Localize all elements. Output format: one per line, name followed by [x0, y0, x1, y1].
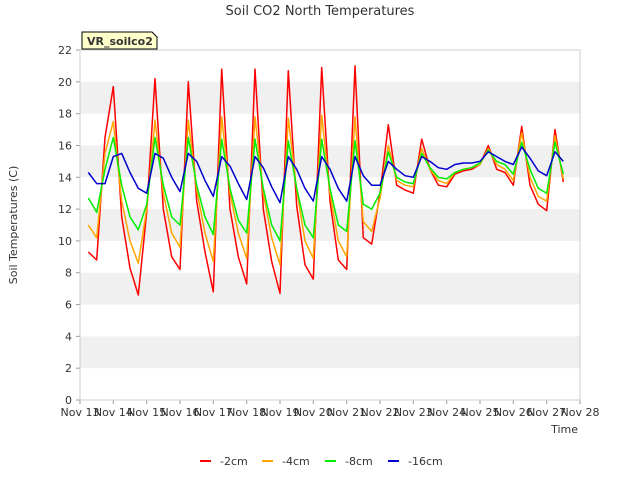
y-tick-label: 8	[65, 267, 72, 280]
grid-band	[80, 336, 580, 369]
x-tick-label: Nov 18	[227, 406, 266, 419]
chart-title: Soil CO2 North Temperatures	[226, 4, 415, 19]
x-tick-label: Nov 27	[527, 406, 566, 419]
station-annotation: VR_soilco2	[81, 31, 158, 50]
grid-band	[80, 209, 580, 241]
y-tick-label: 10	[58, 235, 72, 248]
y-tick-label: 6	[65, 299, 72, 312]
y-tick-label: 18	[58, 108, 72, 121]
legend-label: -2cm	[220, 455, 248, 468]
grid-band	[80, 81, 580, 114]
x-tick-label: Nov 28	[561, 406, 600, 419]
plot-area-frame	[79, 49, 581, 401]
x-tick-label: Nov 13	[61, 406, 100, 419]
y-tick-label: 0	[65, 394, 72, 407]
y-axis-label: Soil Temperatures (C)	[7, 166, 20, 285]
x-tick-label: Nov 15	[127, 406, 166, 419]
legend: -2cm -4cm -8cm -16cm	[200, 455, 443, 468]
y-tick-label: 14	[58, 171, 72, 184]
legend-label: -4cm	[282, 455, 310, 468]
x-tick-label: Nov 14	[94, 406, 133, 419]
series-lines	[87, 65, 565, 296]
x-tick-label: Nov 17	[194, 406, 233, 419]
annotation-text: VR_soilco2	[87, 35, 153, 48]
legend-label: -16cm	[408, 455, 443, 468]
x-tick-label: Nov 23	[394, 406, 433, 419]
y-tick-label: 2	[65, 362, 72, 375]
x-tick-label: Nov 25	[461, 406, 500, 419]
grid-bands	[80, 81, 580, 369]
x-tick-label: Nov 24	[427, 406, 466, 419]
x-tick-label: Nov 26	[494, 406, 533, 419]
x-axis-label: Time	[550, 423, 578, 436]
y-tick-label: 12	[58, 203, 72, 216]
annotation-box	[81, 31, 158, 50]
y-tick-label: 16	[58, 139, 72, 152]
y-tick-label: 4	[65, 330, 72, 343]
legend-label: -8cm	[345, 455, 373, 468]
x-tick-label: Nov 20	[294, 406, 333, 419]
series-line-16cm	[87, 146, 564, 204]
x-tick-label: Nov 16	[161, 406, 200, 419]
x-tick-label: Nov 21	[327, 406, 366, 419]
x-tick-label: Nov 19	[261, 406, 300, 419]
y-axis-ticks: 0 2 4 6 8 10 12 14 16 18 20 22	[58, 44, 80, 407]
y-tick-label: 20	[58, 76, 72, 89]
grid-band	[80, 272, 580, 305]
y-tick-label: 22	[58, 44, 72, 57]
x-tick-label: Nov 22	[361, 406, 400, 419]
